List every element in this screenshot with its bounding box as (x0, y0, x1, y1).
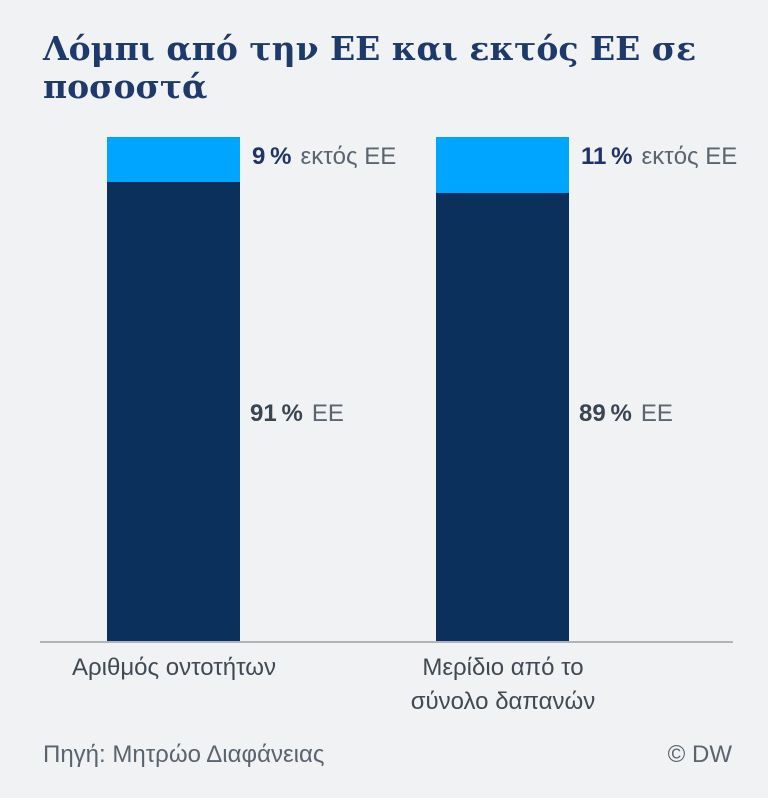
annotation-suffix: εκτός ΕΕ (641, 143, 738, 170)
bar-share-of-spending (436, 137, 569, 642)
segment-non-eu-spending (436, 137, 569, 193)
category-label-spending: Μερίδιο από το σύνολο δαπανών (343, 651, 663, 719)
segment-non-eu-entities (107, 137, 240, 183)
bar-number-of-entities (107, 137, 240, 642)
annotation-value: 9 % (252, 143, 292, 170)
segment-eu-spending (436, 192, 569, 642)
annotation-suffix: εκτός ΕΕ (300, 143, 397, 170)
category-line: Μερίδιο από το (422, 654, 584, 681)
annotation-value: 11 % (581, 143, 633, 170)
category-line: Αριθμός οντοτήτων (72, 654, 276, 681)
chart-title: Λόμπι από την ΕΕ και εκτός ΕΕ σε ποσοστά (43, 29, 697, 106)
category-label-entities: Αριθμός οντοτήτων (14, 651, 334, 685)
annotation-value: 91 % (250, 400, 303, 427)
annotation-eu-entities: 91 % ΕΕ (250, 400, 344, 428)
annotation-eu-spending: 89 % ΕΕ (579, 400, 673, 428)
annotation-value: 89 % (579, 400, 632, 427)
annotation-non-eu-entities: 9 % εκτός ΕΕ (252, 143, 396, 171)
source-note: Πηγή: Μητρώο Διαφάνειας (43, 741, 325, 768)
dw-copyright: © DW (667, 741, 732, 768)
annotation-non-eu-spending: 11 % εκτός ΕΕ (581, 143, 737, 171)
segment-eu-entities (107, 182, 240, 642)
axis-baseline (40, 641, 733, 643)
annotation-suffix: ΕΕ (640, 400, 673, 427)
annotation-suffix: ΕΕ (311, 400, 344, 427)
category-line: σύνολο δαπανών (410, 688, 596, 715)
